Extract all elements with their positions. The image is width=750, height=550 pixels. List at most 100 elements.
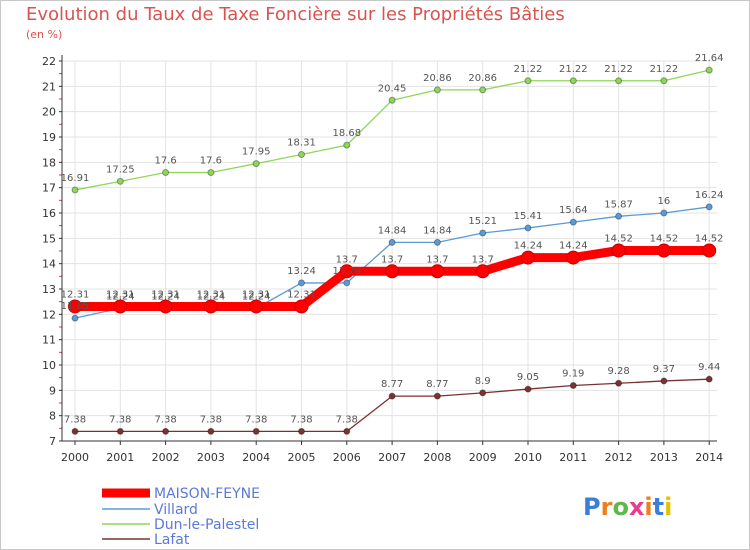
data-label: 17.6	[154, 155, 176, 166]
data-point	[705, 203, 713, 211]
data-point	[430, 264, 445, 279]
data-point	[615, 212, 623, 220]
data-label: 14.84	[423, 225, 452, 236]
data-point	[569, 218, 577, 226]
data-point	[479, 389, 487, 397]
data-point	[113, 299, 128, 314]
data-point	[524, 77, 532, 85]
data-label: 9.37	[653, 364, 675, 375]
data-label: 15.64	[559, 205, 588, 216]
y-tick-label: 8	[49, 410, 56, 423]
data-label: 15.21	[468, 216, 497, 227]
data-point	[388, 238, 396, 246]
data-label: 14.84	[378, 225, 407, 236]
data-point	[705, 66, 713, 74]
data-point	[615, 77, 623, 85]
data-point	[615, 379, 623, 387]
data-label: 7.38	[245, 414, 267, 425]
x-tick-label: 2007	[378, 451, 406, 464]
y-tick-label: 22	[42, 55, 56, 68]
data-point	[433, 86, 441, 94]
y-tick-label: 21	[42, 80, 56, 93]
data-label: 17.6	[200, 155, 222, 166]
data-label: 8.77	[426, 379, 448, 390]
data-label: 18.68	[332, 128, 361, 139]
data-point	[252, 160, 260, 168]
logo-letter: o	[612, 493, 629, 521]
data-label: 14.52	[650, 233, 679, 244]
data-label: 13.24	[287, 266, 316, 277]
logo-letter: P	[583, 493, 601, 521]
data-label: 12.24	[197, 291, 226, 302]
data-point	[207, 168, 215, 176]
legend-label: Lafat	[154, 532, 190, 548]
x-tick-label: 2005	[288, 451, 316, 464]
data-label: 13.7	[426, 254, 448, 265]
data-point	[158, 299, 173, 314]
logo-letter: x	[629, 493, 645, 521]
data-label: 16	[658, 196, 671, 207]
logo-text: Proxiti	[583, 493, 672, 521]
data-label: 14.24	[514, 241, 543, 252]
data-point	[388, 96, 396, 104]
x-tick-label: 2000	[61, 451, 89, 464]
data-label: 12.24	[106, 291, 135, 302]
y-tick-label: 17	[42, 182, 56, 195]
data-point	[611, 243, 626, 258]
data-point	[343, 141, 351, 149]
x-tick-label: 2009	[469, 451, 497, 464]
x-tick-label: 2008	[423, 451, 451, 464]
x-tick-label: 2013	[650, 451, 678, 464]
data-point	[433, 392, 441, 400]
data-point	[252, 427, 260, 435]
data-point	[71, 186, 79, 194]
logo-letter: i	[644, 493, 652, 521]
data-point	[339, 264, 354, 279]
data-label: 14.52	[695, 233, 724, 244]
data-label: 7.38	[64, 414, 86, 425]
data-label: 12.31	[61, 289, 90, 300]
data-point	[524, 385, 532, 393]
data-point	[203, 299, 218, 314]
data-point	[343, 279, 351, 287]
x-tick-label: 2006	[333, 451, 361, 464]
data-point	[388, 392, 396, 400]
legend-label: Villard	[154, 502, 198, 518]
x-tick-label: 2003	[197, 451, 225, 464]
data-label: 12.31	[287, 289, 316, 300]
x-tick-label: 2004	[242, 451, 270, 464]
y-tick-label: 16	[42, 207, 56, 220]
data-point	[479, 86, 487, 94]
series-layer	[68, 66, 717, 435]
data-label: 9.28	[607, 366, 629, 377]
data-point	[569, 77, 577, 85]
data-point	[656, 243, 671, 258]
data-label: 7.38	[109, 414, 131, 425]
logo-letter: r	[601, 493, 613, 521]
data-point	[116, 177, 124, 185]
data-label: 12.31	[197, 289, 226, 300]
data-point	[71, 427, 79, 435]
x-tick-label: 2010	[514, 451, 542, 464]
data-label: 8.9	[475, 376, 491, 387]
data-label: 11.85	[61, 301, 90, 312]
data-label: 16.91	[61, 173, 90, 184]
y-tick-label: 18	[42, 156, 56, 169]
y-tick-label: 15	[42, 232, 56, 245]
y-tick-label: 9	[49, 384, 56, 397]
logo-letter: t	[653, 493, 664, 521]
data-label: 20.86	[468, 73, 497, 84]
data-point	[162, 168, 170, 176]
data-point	[207, 427, 215, 435]
data-label: 12.24	[242, 291, 271, 302]
data-point	[475, 264, 490, 279]
y-tick-label: 12	[42, 308, 56, 321]
data-point	[566, 250, 581, 265]
data-label: 12.31	[151, 289, 180, 300]
data-point	[660, 77, 668, 85]
data-point	[433, 238, 441, 246]
data-label: 17.95	[242, 147, 271, 158]
